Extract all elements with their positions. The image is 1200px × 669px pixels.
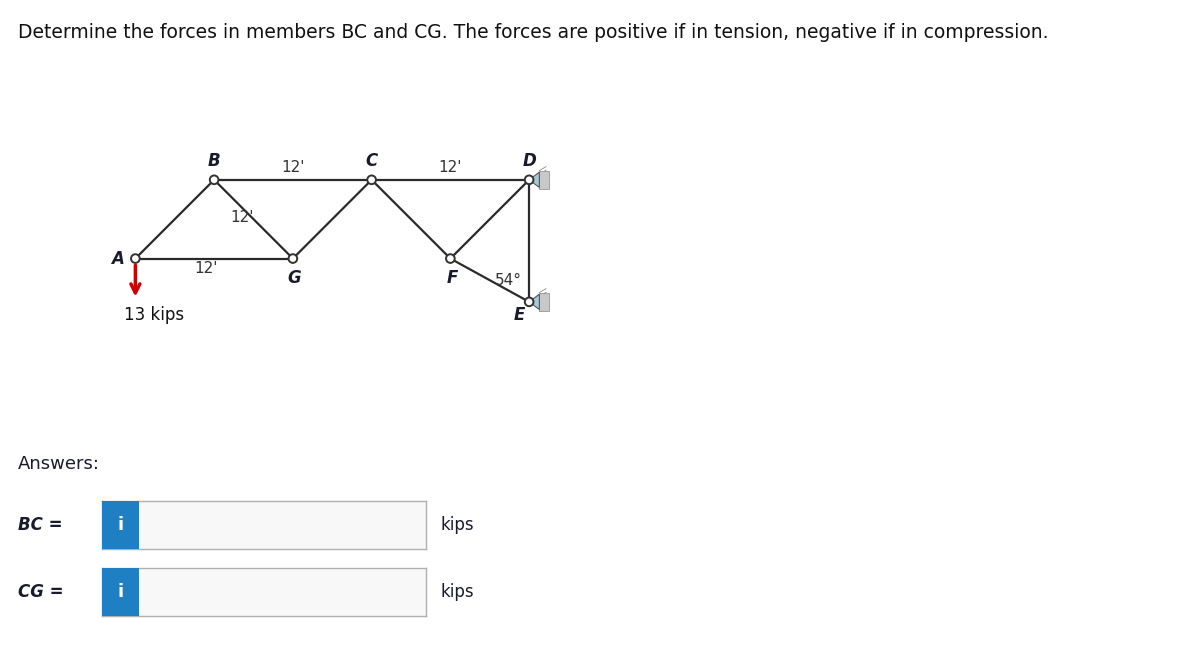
Text: B: B bbox=[208, 152, 221, 169]
Text: 12': 12' bbox=[281, 160, 305, 175]
Bar bbox=[539, 171, 548, 189]
Circle shape bbox=[367, 175, 376, 184]
Text: 12': 12' bbox=[230, 210, 253, 225]
Circle shape bbox=[524, 298, 534, 306]
Circle shape bbox=[524, 175, 534, 184]
Text: F: F bbox=[446, 269, 457, 287]
Bar bbox=[539, 292, 548, 311]
Text: E: E bbox=[514, 306, 524, 324]
Text: Determine the forces in members BC and CG. The forces are positive if in tension: Determine the forces in members BC and C… bbox=[18, 23, 1049, 42]
Text: 12': 12' bbox=[194, 262, 218, 276]
Text: C: C bbox=[366, 152, 378, 169]
Text: BC =: BC = bbox=[18, 516, 62, 534]
Text: 54°: 54° bbox=[496, 273, 522, 288]
Text: kips: kips bbox=[440, 583, 474, 601]
Circle shape bbox=[131, 254, 139, 263]
Text: kips: kips bbox=[440, 516, 474, 534]
Text: Answers:: Answers: bbox=[18, 455, 100, 473]
Text: i: i bbox=[118, 516, 124, 534]
Text: i: i bbox=[118, 583, 124, 601]
Text: CG =: CG = bbox=[18, 583, 64, 601]
Text: A: A bbox=[110, 250, 124, 268]
Text: D: D bbox=[522, 152, 536, 169]
Polygon shape bbox=[529, 172, 539, 187]
Text: G: G bbox=[288, 269, 301, 287]
Circle shape bbox=[288, 254, 298, 263]
Text: 13 kips: 13 kips bbox=[125, 306, 185, 324]
Circle shape bbox=[446, 254, 455, 263]
Polygon shape bbox=[529, 294, 539, 310]
Circle shape bbox=[210, 175, 218, 184]
Text: 12': 12' bbox=[439, 160, 462, 175]
